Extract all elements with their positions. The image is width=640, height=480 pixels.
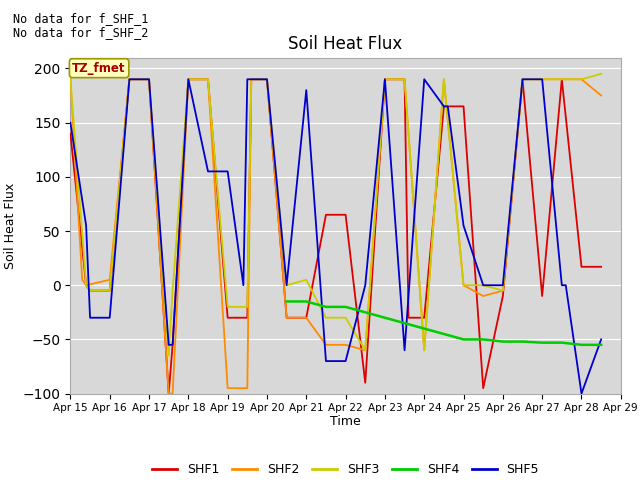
Text: No data for f_SHF_1: No data for f_SHF_1	[13, 12, 148, 25]
Text: No data for f_SHF_2: No data for f_SHF_2	[13, 26, 148, 39]
Title: Soil Heat Flux: Soil Heat Flux	[289, 35, 403, 53]
Text: TZ_fmet: TZ_fmet	[72, 62, 126, 75]
Y-axis label: Soil Heat Flux: Soil Heat Flux	[4, 182, 17, 269]
X-axis label: Time: Time	[330, 415, 361, 428]
Legend: SHF1, SHF2, SHF3, SHF4, SHF5: SHF1, SHF2, SHF3, SHF4, SHF5	[147, 458, 544, 480]
